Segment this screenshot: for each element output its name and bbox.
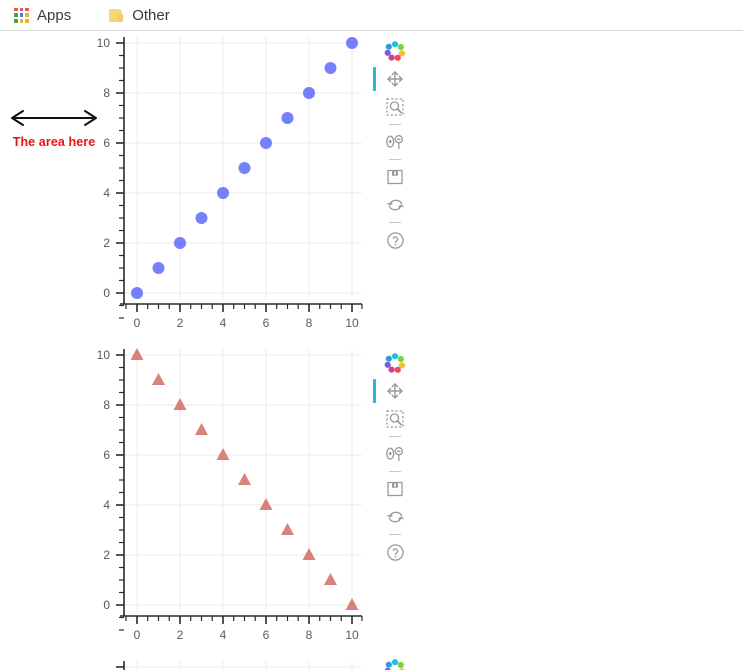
modebar-separator: [389, 534, 401, 535]
bookmark-apps-label: Apps: [37, 6, 72, 24]
double-arrow-icon: [11, 110, 97, 126]
svg-text:6: 6: [263, 628, 270, 642]
zoom-in-out-icon[interactable]: [380, 128, 410, 156]
chart-1-gridlines: [124, 37, 362, 299]
plotly-logo-icon[interactable]: [380, 655, 410, 670]
chart-1-y-minor-ticks: [119, 54, 124, 319]
chart-2-x-major-ticks: [136, 616, 353, 624]
svg-text:2: 2: [103, 548, 110, 562]
reset-refresh-icon[interactable]: [380, 503, 410, 531]
bookmarks-bar: Apps Other: [0, 0, 743, 31]
svg-text:8: 8: [103, 86, 110, 100]
svg-text:6: 6: [103, 136, 110, 150]
apps-grid-icon: [14, 7, 29, 23]
svg-text:4: 4: [220, 628, 227, 642]
svg-text:8: 8: [306, 316, 313, 330]
chart-2-modebar[interactable]: [373, 349, 412, 566]
annotation-callout: The area here: [6, 107, 102, 149]
question-help-icon[interactable]: [380, 226, 410, 254]
chart-2-y-minor-ticks: [119, 366, 124, 631]
chart-3-modebar[interactable]: [378, 655, 412, 670]
zoom-select-icon[interactable]: [380, 405, 410, 433]
chart-1-data-points: [131, 37, 358, 299]
chart-1-x-tick-labels: 0 2 4 6 8 10: [134, 316, 359, 330]
chart-2-y-tick-labels: 0 2 4 6 8 10: [97, 348, 111, 612]
chart-2-scatter-plot[interactable]: 0 2 4 6 8 10 0 2 4 6 8 10: [62, 343, 382, 648]
page-content: The area here: [0, 31, 743, 670]
pan-move-icon[interactable]: [373, 377, 410, 405]
svg-text:4: 4: [220, 316, 227, 330]
annotation-label: The area here: [12, 135, 96, 149]
bookmark-other-label: Other: [132, 6, 170, 24]
chart-1-y-major-ticks: [116, 42, 124, 294]
modebar-separator: [389, 159, 401, 160]
chart-2-y-major-ticks: [116, 354, 124, 606]
svg-text:10: 10: [345, 628, 359, 642]
plotly-logo-icon[interactable]: [380, 349, 410, 377]
active-tool-indicator: [373, 379, 376, 403]
folder-icon: [109, 8, 124, 22]
svg-text:0: 0: [134, 628, 141, 642]
svg-text:4: 4: [103, 498, 110, 512]
plotly-logo-icon[interactable]: [380, 37, 410, 65]
chart-1-x-minor-ticks: [125, 304, 363, 309]
reset-refresh-icon[interactable]: [380, 191, 410, 219]
svg-text:6: 6: [263, 316, 270, 330]
chart-3-gridlines: [124, 661, 362, 670]
modebar-separator: [389, 471, 401, 472]
floppy-save-icon[interactable]: [380, 475, 410, 503]
chart-3-scatter-plot[interactable]: [62, 655, 382, 670]
svg-text:0: 0: [103, 286, 110, 300]
svg-text:2: 2: [177, 628, 184, 642]
chart-1-x-major-ticks: [136, 304, 353, 312]
zoom-select-icon[interactable]: [380, 93, 410, 121]
modebar-separator: [389, 124, 401, 125]
chart-2-data-points: [130, 348, 359, 610]
svg-text:6: 6: [103, 448, 110, 462]
chart-2-x-minor-ticks: [125, 616, 363, 621]
chart-1-container[interactable]: 0 2 4 6 8 10 0 2 4 6 8 10: [62, 31, 412, 339]
bookmark-other[interactable]: Other: [101, 3, 178, 27]
chart-1-y-tick-labels: 0 2 4 6 8 10: [97, 36, 111, 300]
svg-text:10: 10: [97, 36, 111, 50]
svg-text:10: 10: [345, 316, 359, 330]
bookmark-apps[interactable]: Apps: [6, 3, 79, 27]
active-tool-indicator: [373, 67, 376, 91]
chart-3-container[interactable]: [62, 655, 412, 670]
svg-text:10: 10: [97, 348, 111, 362]
svg-text:2: 2: [177, 316, 184, 330]
modebar-separator: [389, 222, 401, 223]
svg-text:8: 8: [103, 398, 110, 412]
svg-text:4: 4: [103, 186, 110, 200]
chart-1-modebar[interactable]: [373, 37, 412, 254]
chart-2-x-tick-labels: 0 2 4 6 8 10: [134, 628, 359, 642]
pan-move-icon[interactable]: [373, 65, 410, 93]
modebar-separator: [389, 436, 401, 437]
floppy-save-icon[interactable]: [380, 163, 410, 191]
svg-text:8: 8: [306, 628, 313, 642]
chart-2-gridlines: [124, 349, 362, 611]
zoom-in-out-icon[interactable]: [380, 440, 410, 468]
question-help-icon[interactable]: [380, 538, 410, 566]
svg-text:0: 0: [103, 598, 110, 612]
svg-text:2: 2: [103, 236, 110, 250]
chart-2-container[interactable]: 0 2 4 6 8 10 0 2 4 6 8 10: [62, 343, 412, 651]
svg-text:0: 0: [134, 316, 141, 330]
chart-1-scatter-plot[interactable]: 0 2 4 6 8 10 0 2 4 6 8 10: [62, 31, 382, 336]
